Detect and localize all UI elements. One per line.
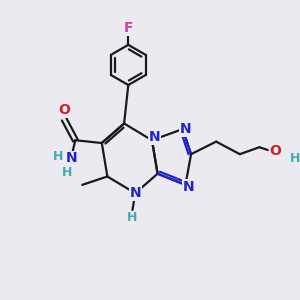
Text: O: O (270, 144, 281, 158)
Text: H: H (62, 167, 72, 179)
Text: N: N (180, 122, 191, 136)
Text: H: H (127, 211, 138, 224)
Text: N: N (149, 130, 160, 144)
Text: H: H (52, 150, 63, 163)
Text: H: H (290, 152, 300, 165)
Text: N: N (65, 152, 77, 165)
Text: N: N (130, 186, 141, 200)
Text: N: N (183, 180, 195, 194)
Text: O: O (58, 103, 70, 117)
Text: F: F (124, 21, 133, 35)
